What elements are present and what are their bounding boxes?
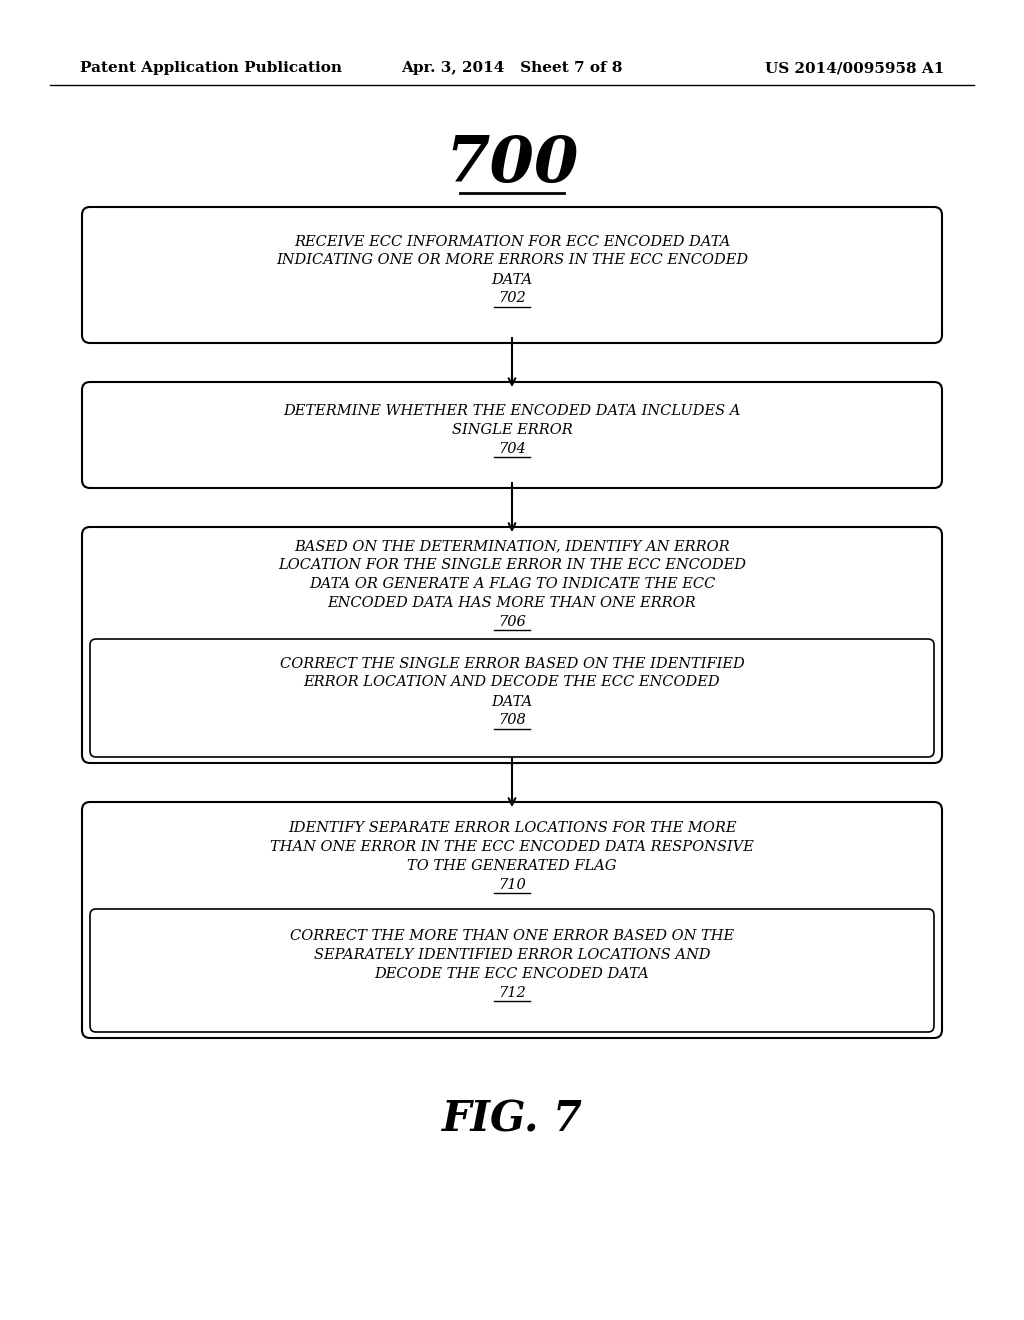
FancyBboxPatch shape — [90, 639, 934, 756]
Text: ERROR LOCATION AND DECODE THE ECC ENCODED: ERROR LOCATION AND DECODE THE ECC ENCODE… — [304, 676, 720, 689]
FancyBboxPatch shape — [82, 803, 942, 1038]
Text: Patent Application Publication: Patent Application Publication — [80, 61, 342, 75]
Text: TO THE GENERATED FLAG: TO THE GENERATED FLAG — [408, 859, 616, 873]
Text: 702: 702 — [498, 292, 526, 305]
Text: 700: 700 — [445, 135, 579, 195]
FancyBboxPatch shape — [90, 909, 934, 1032]
Text: SINGLE ERROR: SINGLE ERROR — [452, 422, 572, 437]
Text: FIG. 7: FIG. 7 — [441, 1100, 583, 1140]
Text: ENCODED DATA HAS MORE THAN ONE ERROR: ENCODED DATA HAS MORE THAN ONE ERROR — [328, 597, 696, 610]
FancyBboxPatch shape — [82, 381, 942, 488]
Text: INDICATING ONE OR MORE ERRORS IN THE ECC ENCODED: INDICATING ONE OR MORE ERRORS IN THE ECC… — [275, 253, 749, 268]
Text: LOCATION FOR THE SINGLE ERROR IN THE ECC ENCODED: LOCATION FOR THE SINGLE ERROR IN THE ECC… — [278, 558, 746, 572]
Text: SEPARATELY IDENTIFIED ERROR LOCATIONS AND: SEPARATELY IDENTIFIED ERROR LOCATIONS AN… — [313, 948, 711, 962]
Text: 704: 704 — [498, 442, 526, 455]
FancyBboxPatch shape — [82, 207, 942, 343]
Text: CORRECT THE SINGLE ERROR BASED ON THE IDENTIFIED: CORRECT THE SINGLE ERROR BASED ON THE ID… — [280, 656, 744, 671]
Text: 708: 708 — [498, 714, 526, 727]
Text: Apr. 3, 2014   Sheet 7 of 8: Apr. 3, 2014 Sheet 7 of 8 — [401, 61, 623, 75]
Text: IDENTIFY SEPARATE ERROR LOCATIONS FOR THE MORE: IDENTIFY SEPARATE ERROR LOCATIONS FOR TH… — [288, 821, 736, 836]
Text: CORRECT THE MORE THAN ONE ERROR BASED ON THE: CORRECT THE MORE THAN ONE ERROR BASED ON… — [290, 929, 734, 942]
Text: RECEIVE ECC INFORMATION FOR ECC ENCODED DATA: RECEIVE ECC INFORMATION FOR ECC ENCODED … — [294, 235, 730, 248]
Text: 712: 712 — [498, 986, 526, 1001]
Text: 706: 706 — [498, 615, 526, 630]
Text: US 2014/0095958 A1: US 2014/0095958 A1 — [765, 61, 944, 75]
Text: DATA OR GENERATE A FLAG TO INDICATE THE ECC: DATA OR GENERATE A FLAG TO INDICATE THE … — [309, 577, 715, 591]
Text: THAN ONE ERROR IN THE ECC ENCODED DATA RESPONSIVE: THAN ONE ERROR IN THE ECC ENCODED DATA R… — [270, 840, 754, 854]
Text: BASED ON THE DETERMINATION, IDENTIFY AN ERROR: BASED ON THE DETERMINATION, IDENTIFY AN … — [294, 539, 730, 553]
FancyBboxPatch shape — [82, 527, 942, 763]
Text: DETERMINE WHETHER THE ENCODED DATA INCLUDES A: DETERMINE WHETHER THE ENCODED DATA INCLU… — [284, 404, 740, 418]
Text: DATA: DATA — [492, 272, 532, 286]
Text: DATA: DATA — [492, 694, 532, 709]
Text: 710: 710 — [498, 878, 526, 892]
Text: DECODE THE ECC ENCODED DATA: DECODE THE ECC ENCODED DATA — [375, 968, 649, 981]
